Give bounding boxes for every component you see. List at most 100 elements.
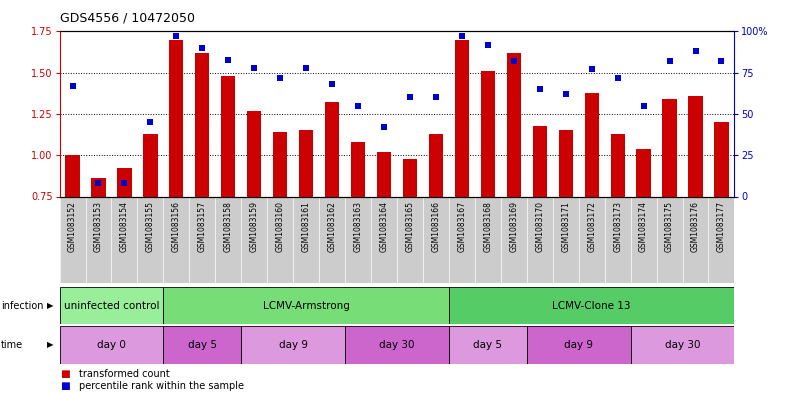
Text: GSM1083172: GSM1083172 (588, 201, 596, 252)
Point (144, 119, 156, 125)
Text: ▶: ▶ (47, 340, 53, 349)
Point (196, 45, 209, 51)
Text: day 9: day 9 (279, 340, 307, 350)
Point (92, 180, 105, 186)
Point (403, 94, 416, 101)
Bar (241, 326, 345, 364)
Text: transformed count: transformed count (79, 369, 170, 379)
Point (66, 83, 79, 89)
Bar (630, 326, 734, 364)
Bar (429, 134, 443, 196)
Text: GSM1083166: GSM1083166 (431, 201, 441, 252)
Text: GSM1083175: GSM1083175 (665, 201, 674, 252)
Text: GSM1083157: GSM1083157 (198, 201, 206, 252)
Text: GSM1083177: GSM1083177 (717, 201, 726, 252)
Bar (143, 134, 157, 196)
Point (430, 94, 442, 101)
Bar (351, 142, 365, 196)
Bar (526, 326, 630, 364)
Text: GSM1083164: GSM1083164 (380, 201, 388, 252)
Bar (455, 40, 469, 197)
Bar (325, 103, 339, 196)
Text: GSM1083173: GSM1083173 (613, 201, 622, 252)
Point (274, 75, 287, 81)
Text: GSM1083156: GSM1083156 (172, 201, 181, 252)
Point (663, 58, 676, 64)
Text: GSM1083161: GSM1083161 (302, 201, 310, 252)
Text: time: time (1, 340, 23, 350)
Text: GSM1083169: GSM1083169 (509, 201, 518, 252)
Text: GSM1083168: GSM1083168 (484, 201, 492, 252)
Bar (164, 287, 449, 324)
Bar (662, 99, 676, 196)
Point (456, 33, 468, 40)
Bar (688, 96, 703, 196)
Bar (403, 158, 417, 196)
Point (560, 91, 572, 97)
Text: LCMV-Clone 13: LCMV-Clone 13 (553, 301, 631, 310)
Text: GSM1083163: GSM1083163 (353, 201, 363, 252)
Text: LCMV-Armstrong: LCMV-Armstrong (263, 301, 349, 310)
Bar (65, 155, 79, 196)
Text: day 9: day 9 (565, 340, 593, 350)
Point (326, 81, 338, 87)
Bar (273, 132, 287, 196)
Point (248, 64, 260, 71)
Text: ■: ■ (60, 369, 69, 379)
Point (222, 56, 235, 62)
Text: GSM1083155: GSM1083155 (146, 201, 155, 252)
Text: GSM1083158: GSM1083158 (224, 201, 233, 252)
Text: ■: ■ (60, 381, 69, 391)
Bar (611, 134, 625, 196)
Point (378, 124, 391, 130)
Point (507, 58, 520, 64)
Point (689, 48, 702, 54)
Text: percentile rank within the sample: percentile rank within the sample (79, 381, 245, 391)
Text: GSM1083176: GSM1083176 (691, 201, 700, 252)
Bar (637, 149, 651, 196)
Text: GSM1083174: GSM1083174 (639, 201, 648, 252)
Text: GSM1083159: GSM1083159 (250, 201, 259, 252)
Text: GSM1083154: GSM1083154 (120, 201, 129, 252)
Bar (345, 326, 449, 364)
Bar (584, 92, 599, 196)
Point (585, 66, 598, 73)
Text: day 0: day 0 (97, 340, 126, 350)
Bar (164, 326, 241, 364)
Text: GDS4556 / 10472050: GDS4556 / 10472050 (60, 12, 195, 25)
Text: uninfected control: uninfected control (64, 301, 160, 310)
Text: GSM1083167: GSM1083167 (457, 201, 466, 252)
Point (481, 42, 494, 48)
Text: GSM1083170: GSM1083170 (535, 201, 544, 252)
Bar (169, 40, 183, 197)
Text: GSM1083152: GSM1083152 (68, 201, 77, 252)
Bar (91, 178, 106, 196)
Text: ▶: ▶ (47, 301, 53, 310)
Text: GSM1083165: GSM1083165 (406, 201, 414, 252)
Bar (507, 53, 521, 196)
Bar (299, 130, 314, 196)
Text: infection: infection (1, 301, 44, 310)
Text: day 30: day 30 (380, 340, 414, 350)
Bar (247, 111, 261, 196)
Bar (377, 152, 391, 196)
Point (118, 180, 131, 186)
Bar (222, 76, 235, 196)
Text: GSM1083171: GSM1083171 (561, 201, 570, 252)
Text: GSM1083160: GSM1083160 (276, 201, 285, 252)
Point (534, 86, 546, 92)
Bar (449, 326, 526, 364)
Text: GSM1083162: GSM1083162 (328, 201, 337, 252)
Point (352, 103, 364, 109)
Bar (533, 125, 547, 196)
Bar (559, 130, 572, 196)
Bar (449, 287, 734, 324)
Text: day 5: day 5 (188, 340, 217, 350)
Point (170, 33, 183, 40)
Bar (195, 53, 210, 196)
Text: day 5: day 5 (473, 340, 503, 350)
Bar (715, 122, 729, 196)
Bar (118, 169, 132, 196)
Bar (60, 326, 164, 364)
Text: day 30: day 30 (665, 340, 700, 350)
